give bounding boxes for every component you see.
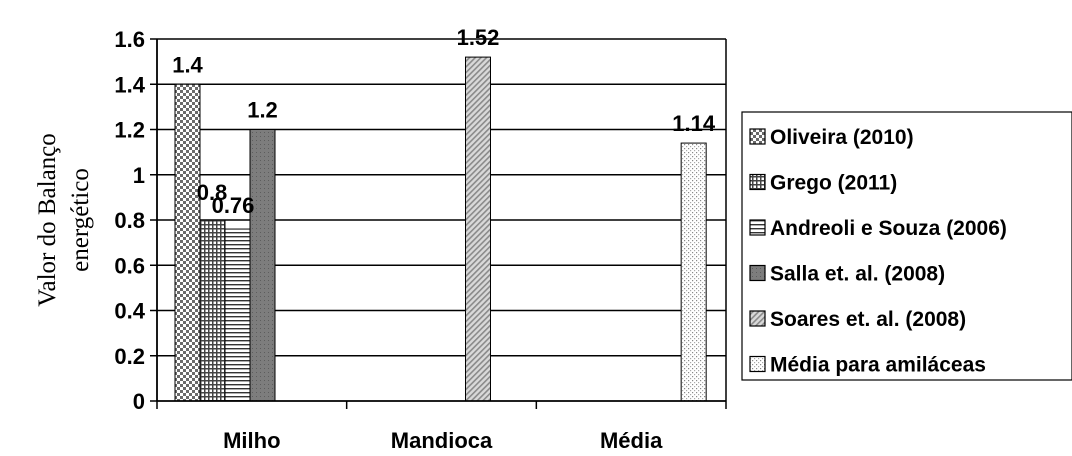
x-category-label: Milho	[223, 428, 280, 453]
data-label: 1.14	[672, 111, 716, 136]
y-tick-label: 0	[133, 389, 145, 414]
bar-soares-et-al-2008	[465, 56, 491, 402]
axes	[150, 38, 727, 409]
bar-andreoli-e-souza-2006	[224, 228, 251, 402]
x-category-label: Mandioca	[391, 428, 493, 453]
legend-label: Média para amiláceas	[770, 354, 986, 377]
data-label: 0.76	[212, 193, 255, 218]
legend-swatch	[749, 219, 766, 236]
data-label: 1.4	[172, 52, 203, 77]
bars	[174, 56, 707, 402]
legend-label: Salla et. al. (2008)	[770, 263, 945, 286]
legend-label: Oliveira (2010)	[770, 126, 914, 149]
y-tick-label: 0.6	[114, 253, 145, 278]
x-category-label: Média	[600, 428, 663, 453]
legend-swatch	[749, 128, 766, 145]
bar-oliveira-2010	[174, 83, 201, 402]
bar-salla-et-al-2008	[249, 129, 276, 402]
legend-label: Soares et. al. (2008)	[770, 308, 966, 331]
legend-swatch	[749, 310, 766, 327]
y-tick-label: 0.8	[114, 208, 145, 233]
y-tick-label: 1.4	[114, 72, 145, 97]
legend-label: Grego (2011)	[770, 172, 897, 195]
legend-box	[741, 111, 1072, 381]
y-tick-label: 0.2	[114, 344, 145, 369]
data-label: 1.2	[247, 98, 278, 123]
legend-label: Andreoli e Souza (2006)	[770, 217, 1007, 240]
y-tick-label: 1.6	[114, 27, 145, 52]
data-label: 1.52	[457, 25, 500, 50]
data-labels: 1.4 0.80.76 1.2 1.52 1.14	[172, 25, 716, 218]
legend: Oliveira (2010) Grego (2011) Andreoli e So…	[741, 111, 1072, 381]
tick-labels: 0 0.2 0.4 0.6 0.8 1 1.2 1.4 1.6 Milho Mandioca Médi…	[114, 27, 663, 453]
legend-swatch	[749, 173, 766, 191]
y-axis-label-line-1: Valor do Balanço	[34, 133, 61, 307]
legend-swatch	[749, 264, 766, 282]
bar-m-dia-para-amil-ceas	[680, 142, 707, 402]
y-tick-label: 0.4	[114, 299, 145, 324]
bar-grego-2011	[199, 219, 226, 402]
y-axis-label-line-2: energético	[67, 168, 94, 272]
y-tick-label: 1.2	[114, 118, 145, 143]
y-tick-label: 1	[133, 163, 145, 188]
legend-swatch	[749, 355, 766, 373]
data-label: 0.8	[197, 180, 228, 205]
